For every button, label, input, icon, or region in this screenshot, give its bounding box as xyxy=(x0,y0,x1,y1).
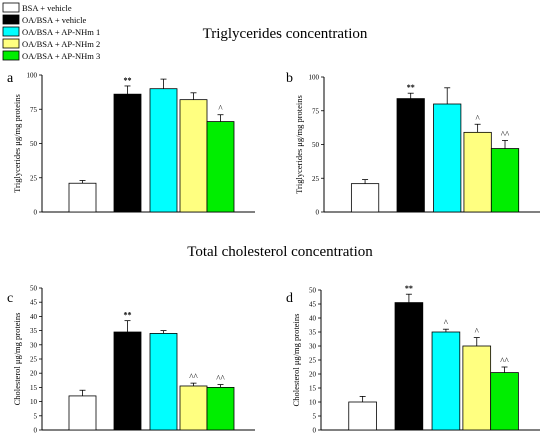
significance-label: ** xyxy=(405,284,413,293)
significance-label: ^ xyxy=(444,318,449,328)
y-tick-label: 20 xyxy=(309,371,317,379)
legend-swatch xyxy=(2,14,20,25)
bar xyxy=(348,401,377,431)
y-tick-label: 25 xyxy=(312,175,320,183)
panel-letter: d xyxy=(286,291,293,306)
significance-label: ^^ xyxy=(501,129,510,139)
legend-item: OA/BSA + AP-NHm 1 xyxy=(2,26,100,37)
y-axis-label: Cholesterol μg/mg proteins xyxy=(291,314,301,407)
bar xyxy=(431,331,461,431)
significance-label: ** xyxy=(124,76,132,85)
legend-swatch xyxy=(2,50,20,61)
bar xyxy=(149,333,178,431)
bar xyxy=(68,182,97,213)
y-tick-label: 25 xyxy=(309,357,317,365)
section-title-cholesterol: Total cholesterol concentration xyxy=(187,244,373,260)
y-tick-label: 75 xyxy=(312,107,320,115)
bar xyxy=(490,372,519,431)
legend-label: OA/BSA + AP-NHm 2 xyxy=(22,39,100,49)
y-tick-label: 45 xyxy=(309,301,317,309)
panel-letter: b xyxy=(286,71,293,86)
y-axis-label: Triglycerides μg/mg proteins xyxy=(12,94,22,193)
y-tick-label: 15 xyxy=(309,385,317,393)
bar xyxy=(206,386,235,431)
y-axis-label: Cholesterol μg/mg proteins xyxy=(12,313,22,406)
significance-label: ^^ xyxy=(189,372,198,382)
bar xyxy=(179,385,208,431)
legend-item: OA/BSA + AP-NHm 3 xyxy=(2,50,100,61)
bar xyxy=(490,148,520,213)
bar xyxy=(462,345,492,431)
y-tick-label: 5 xyxy=(313,413,317,421)
y-tick-label: 30 xyxy=(30,341,38,349)
legend-item: OA/BSA + AP-NHm 2 xyxy=(2,38,100,49)
y-tick-label: 0 xyxy=(316,209,320,217)
panel-d-cholesterol: 0 5 10 15 20 25 30 35 40 45 50 Cholesterol μg/mg pr… xyxy=(291,284,540,435)
y-tick-label: 5 xyxy=(34,412,38,420)
bar xyxy=(350,183,380,213)
bar xyxy=(113,93,142,213)
panel-letter: c xyxy=(7,291,13,306)
bar xyxy=(113,331,142,431)
legend-swatch xyxy=(2,38,20,49)
legend-label: OA/BSA + AP-NHm 3 xyxy=(22,51,100,61)
y-tick-label: 30 xyxy=(309,343,317,351)
y-tick-label: 0 xyxy=(313,427,317,435)
panel-b-triglycerides: 0 25 50 75 100 Triglycerides μg/mg proteins **… xyxy=(294,74,540,217)
legend-label: OA/BSA + AP-NHm 1 xyxy=(22,27,100,37)
y-tick-label: 50 xyxy=(309,287,317,295)
y-tick-label: 25 xyxy=(30,174,38,182)
y-tick-label: 15 xyxy=(30,384,38,392)
bar xyxy=(149,88,178,213)
y-tick-label: 40 xyxy=(30,313,38,321)
y-tick-label: 35 xyxy=(30,327,38,335)
y-tick-label: 10 xyxy=(30,398,38,406)
y-axis-label: Triglycerides μg/mg proteins xyxy=(294,95,304,194)
y-tick-label: 20 xyxy=(30,370,38,378)
significance-label: ^^ xyxy=(500,356,509,366)
legend-label: OA/BSA + vehicle xyxy=(22,15,87,25)
bar xyxy=(463,131,492,213)
significance-label: ** xyxy=(124,311,132,320)
bar xyxy=(179,99,208,213)
legend: BSA + vehicle OA/BSA + vehicle OA/BSA + … xyxy=(2,2,100,61)
bar xyxy=(396,98,425,213)
significance-label: ** xyxy=(407,83,415,92)
y-tick-label: 0 xyxy=(34,427,38,435)
y-tick-label: 40 xyxy=(309,315,317,323)
y-tick-label: 45 xyxy=(30,299,38,307)
bar xyxy=(206,121,235,213)
bar xyxy=(394,302,424,431)
y-tick-label: 50 xyxy=(30,285,38,293)
y-tick-label: 75 xyxy=(30,106,38,114)
significance-label: ^^ xyxy=(216,374,225,384)
y-tick-label: 0 xyxy=(34,209,38,217)
legend-swatch xyxy=(2,26,20,37)
bar xyxy=(68,395,97,431)
bar xyxy=(433,103,462,213)
y-tick-label: 100 xyxy=(27,72,38,80)
significance-label: ^ xyxy=(218,104,223,114)
panel-letter: a xyxy=(7,71,14,86)
panel-c-cholesterol: 0 5 10 15 20 25 30 35 40 45 50 Cholesterol μg/mg pr… xyxy=(12,285,255,435)
y-tick-label: 50 xyxy=(30,140,38,148)
legend-label: BSA + vehicle xyxy=(22,3,72,13)
y-tick-label: 25 xyxy=(30,356,38,364)
legend-item: BSA + vehicle xyxy=(2,2,72,13)
y-tick-label: 50 xyxy=(312,141,320,149)
legend-item: OA/BSA + vehicle xyxy=(2,14,87,25)
y-tick-label: 10 xyxy=(309,399,317,407)
y-tick-label: 100 xyxy=(309,74,320,82)
significance-label: ^ xyxy=(476,113,481,123)
legend-swatch xyxy=(2,2,20,13)
significance-label: ^ xyxy=(475,327,480,337)
panel-a-triglycerides: 0 25 50 75 100 Triglycerides μg/mg proteins **… xyxy=(12,72,255,217)
y-tick-label: 35 xyxy=(309,329,317,337)
section-title-triglycerides: Triglycerides concentration xyxy=(203,26,368,42)
